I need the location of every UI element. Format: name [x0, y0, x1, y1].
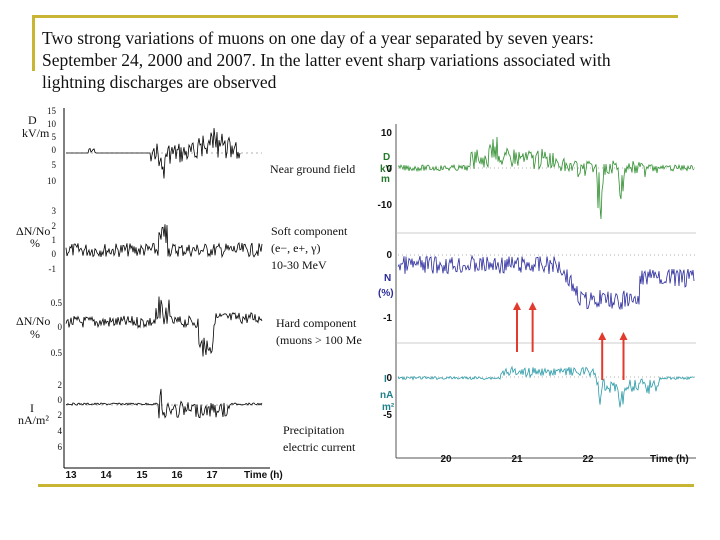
x-tick-label: 13 [65, 470, 77, 481]
left-field-trace [66, 128, 241, 179]
right-arrows [513, 302, 628, 380]
tick-label: 15 [47, 106, 57, 116]
tick-label: 0 [58, 395, 63, 405]
x-tick-label: 15 [136, 470, 148, 481]
left-current-ylabel-bottom: nA/m² [18, 413, 49, 427]
left-current-ylabel-top: I [30, 401, 34, 415]
tick-label: 2 [58, 410, 63, 420]
annotation-near-ground-field: Near ground field [270, 162, 355, 176]
right-field-ylabel-bottom: m [381, 174, 390, 185]
left-current-trace [65, 388, 263, 419]
left-soft-ylabel-bottom: % [30, 236, 40, 250]
right-current-ylabel-bottom: m² [382, 402, 395, 413]
tick-label: 4 [58, 426, 63, 436]
slide-title: Two strong variations of muons on one da… [42, 28, 611, 92]
tick-label: 2 [58, 380, 63, 390]
right-muons-ylabel-bottom: (%) [378, 288, 394, 299]
left-hard-ylabel-top: ΔN/No [16, 314, 50, 328]
right-current-ylabel-mid: nA [380, 390, 393, 401]
left-field-ylabel-top: D [28, 113, 37, 127]
tick-label: 3 [52, 206, 57, 216]
x-tick-label: 16 [171, 470, 183, 481]
tick-label: -5 [383, 410, 392, 421]
tick-label: 10 [47, 119, 57, 129]
tick-label: 5 [52, 160, 57, 170]
red-arrow [598, 332, 607, 380]
left-traces [65, 128, 263, 419]
annotation-soft-line2: (e−, e+, γ) [271, 241, 320, 255]
red-arrow [528, 302, 537, 352]
x-tick-label: 21 [511, 454, 523, 465]
left-field-ylabel-bottom: kV/m [22, 126, 50, 140]
tick-label: 0 [386, 373, 392, 384]
right-current-trace [397, 365, 695, 408]
red-arrow [513, 302, 521, 352]
right-field-ylabel-mid: kV [380, 164, 393, 175]
annotation-current-line2: electric current [283, 440, 356, 454]
left-x-axis-label: Time (h) [244, 470, 283, 481]
tick-label: 1 [52, 235, 57, 245]
tick-label: -1 [383, 313, 392, 324]
x-tick-label: 14 [100, 470, 112, 481]
annotation-hard-line2: (muons > 100 Me [276, 333, 362, 347]
tick-label: 0 [52, 249, 57, 259]
slide-border-bottom [38, 484, 694, 487]
x-tick-label: 22 [582, 454, 594, 465]
tick-label: -1 [49, 264, 57, 274]
tick-label: 5 [52, 132, 57, 142]
tick-label: 10 [381, 128, 393, 139]
right-x-axis-label: Time (h) [650, 454, 689, 465]
tick-label: 2 [52, 221, 57, 231]
right-traces [397, 136, 695, 408]
annotation-soft-line3: 10-30 MeV [271, 258, 327, 272]
tick-label: 6 [58, 442, 63, 452]
right-muons-trace [397, 254, 695, 311]
tick-label: 0.5 [51, 298, 63, 308]
tick-label: 0 [386, 250, 392, 261]
left-soft-trace [65, 224, 263, 259]
right-field-ylabel-top: D [383, 152, 390, 163]
annotation-hard-line1: Hard component [276, 316, 357, 330]
x-tick-label: 17 [206, 470, 218, 481]
x-tick-label: 20 [440, 454, 452, 465]
tick-label: 0 [52, 145, 57, 155]
right-field-trace [397, 136, 695, 220]
left-soft-ylabel-top: ΔN/No [16, 224, 50, 238]
slide-border-left [32, 15, 35, 71]
right-muons-ylabel-top: N [384, 273, 391, 284]
tick-label: 10 [47, 176, 57, 186]
tick-label: 0 [58, 322, 63, 332]
red-arrow [619, 332, 628, 380]
slide-border-top [32, 15, 678, 18]
tick-label: 0 [386, 164, 392, 175]
annotation-current-line1: Precipitation [283, 423, 344, 437]
annotation-soft-line1: Soft component [271, 224, 348, 238]
left-hard-ylabel-bottom: % [30, 327, 40, 341]
left-hard-trace [65, 296, 263, 357]
right-current-ylabel-top: I [384, 374, 387, 385]
right-figure: D kV m N (%) I nA m² 10 0 -10 0 -1 0 -5 … [378, 124, 696, 465]
tick-label: -10 [378, 200, 393, 211]
left-figure: D kV/m ΔN/No % ΔN/No % I nA/m² 15 10 5 0… [16, 106, 283, 481]
tick-label: 0.5 [51, 348, 63, 358]
